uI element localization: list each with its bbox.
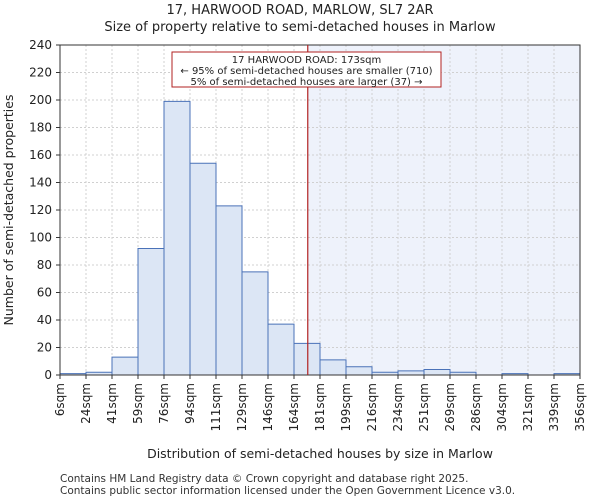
histogram-chart: 0 20 40 60 80 100 120 140 160 180 200 220 240 17 HARW… bbox=[1, 38, 587, 461]
x-tick-label: 199sqm bbox=[339, 383, 353, 431]
footer-line-2: Contains public sector information licen… bbox=[60, 485, 516, 497]
histogram-bar bbox=[189, 162, 217, 376]
y-tick-label: 20 bbox=[37, 341, 52, 355]
y-tick-label: 240 bbox=[29, 38, 52, 52]
annotation-line-3: 5% of semi-detached houses are larger (3… bbox=[190, 77, 422, 88]
chart-subtitle: Size of property relative to semi-detach… bbox=[104, 20, 496, 35]
histogram-bar bbox=[267, 323, 295, 376]
x-tick-label: 41sqm bbox=[105, 383, 119, 424]
y-tick-label: 120 bbox=[29, 203, 52, 217]
x-tick-label: 59sqm bbox=[131, 383, 145, 424]
histogram-bar bbox=[345, 366, 373, 376]
x-axis-title: Distribution of semi-detached houses by … bbox=[147, 446, 493, 461]
x-tick-label: 129sqm bbox=[235, 383, 249, 431]
x-tick-label: 269sqm bbox=[443, 383, 457, 431]
x-tick-label: 111sqm bbox=[209, 383, 223, 431]
x-tick-label: 181sqm bbox=[313, 383, 327, 431]
histogram-bar bbox=[111, 356, 139, 376]
y-axis-title: Number of semi-detached properties bbox=[1, 95, 16, 326]
x-tick-label: 164sqm bbox=[287, 383, 301, 431]
y-tick-label: 100 bbox=[29, 231, 52, 245]
histogram-bar bbox=[163, 100, 191, 376]
footer-line-1: Contains HM Land Registry data © Crown c… bbox=[60, 473, 469, 485]
y-tick-label: 140 bbox=[29, 176, 52, 190]
chart-title: 17, HARWOOD ROAD, MARLOW, SL7 2AR bbox=[166, 3, 434, 18]
y-tick-label: 160 bbox=[29, 148, 52, 162]
x-tick-label: 94sqm bbox=[183, 383, 197, 424]
histogram-bar bbox=[241, 271, 269, 376]
y-tick-label: 40 bbox=[37, 313, 52, 327]
annotation-line-1: 17 HARWOOD ROAD: 173sqm bbox=[232, 55, 381, 66]
x-tick-label: 234sqm bbox=[391, 383, 405, 431]
x-tick-label: 216sqm bbox=[365, 383, 379, 431]
y-tick-label: 60 bbox=[37, 286, 52, 300]
histogram-bar bbox=[397, 370, 425, 376]
y-tick-label: 80 bbox=[37, 258, 52, 272]
histogram-bar bbox=[293, 342, 321, 376]
y-tick-label: 220 bbox=[29, 66, 52, 80]
histogram-bar bbox=[319, 359, 347, 376]
x-tick-label: 321sqm bbox=[521, 383, 535, 431]
y-tick-label: 200 bbox=[29, 93, 52, 107]
x-tick-label: 76sqm bbox=[157, 383, 171, 424]
y-tick-label: 180 bbox=[29, 121, 52, 135]
x-tick-label: 286sqm bbox=[469, 383, 483, 431]
y-tick-label: 0 bbox=[44, 368, 52, 382]
histogram-bar bbox=[423, 369, 451, 376]
annotation-line-2: ← 95% of semi-detached houses are smalle… bbox=[180, 66, 432, 77]
x-tick-label: 24sqm bbox=[79, 383, 93, 424]
x-tick-label: 339sqm bbox=[547, 383, 561, 431]
x-tick-label: 356sqm bbox=[573, 383, 587, 431]
histogram-bar bbox=[215, 205, 243, 376]
annotation-box bbox=[171, 51, 442, 88]
x-tick-label: 251sqm bbox=[417, 383, 431, 431]
x-tick-label: 304sqm bbox=[495, 383, 509, 431]
x-tick-label: 6sqm bbox=[53, 383, 67, 416]
histogram-bar bbox=[137, 248, 165, 376]
x-tick-label: 146sqm bbox=[261, 383, 275, 431]
